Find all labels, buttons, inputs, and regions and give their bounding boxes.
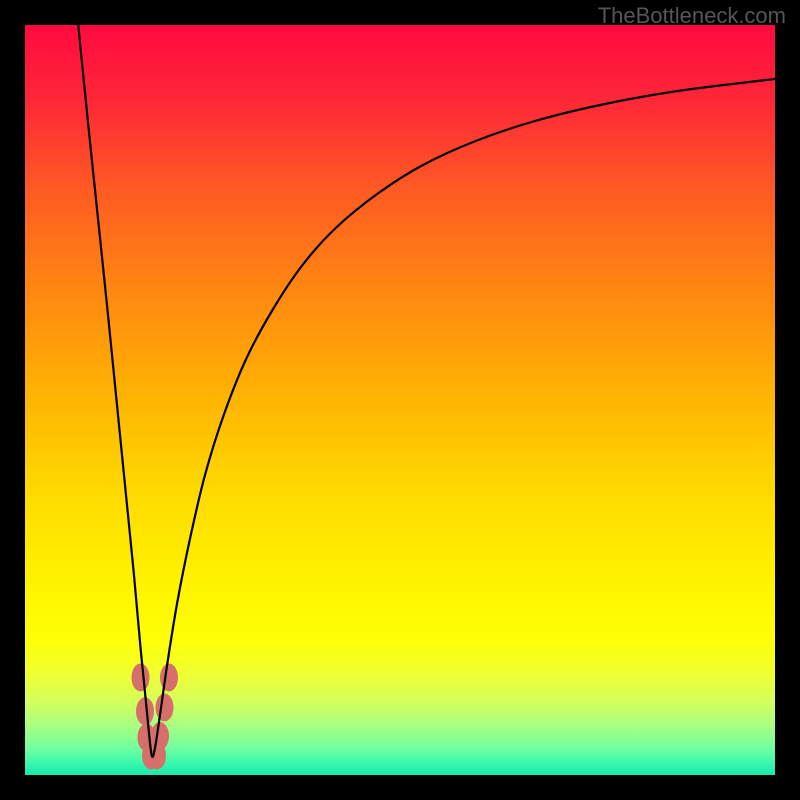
data-marker: [132, 664, 150, 692]
gradient-background: [25, 25, 775, 775]
data-marker: [151, 722, 169, 750]
data-marker: [156, 694, 174, 722]
chart-frame: TheBottleneck.com: [0, 0, 800, 800]
data-marker: [160, 664, 178, 692]
watermark-text: TheBottleneck.com: [598, 3, 786, 29]
plot-area: [25, 25, 775, 775]
bottleneck-chart: [25, 25, 775, 775]
